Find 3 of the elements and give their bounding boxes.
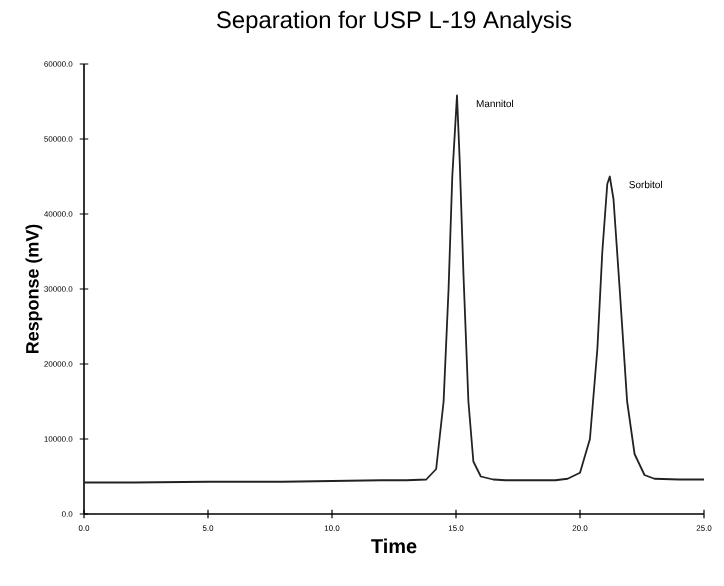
chart-title: Separation for USP L-19 Analysis xyxy=(217,10,572,34)
y-axis-title: Response (mV) xyxy=(25,224,43,354)
x-axis-title: Time xyxy=(371,538,417,554)
